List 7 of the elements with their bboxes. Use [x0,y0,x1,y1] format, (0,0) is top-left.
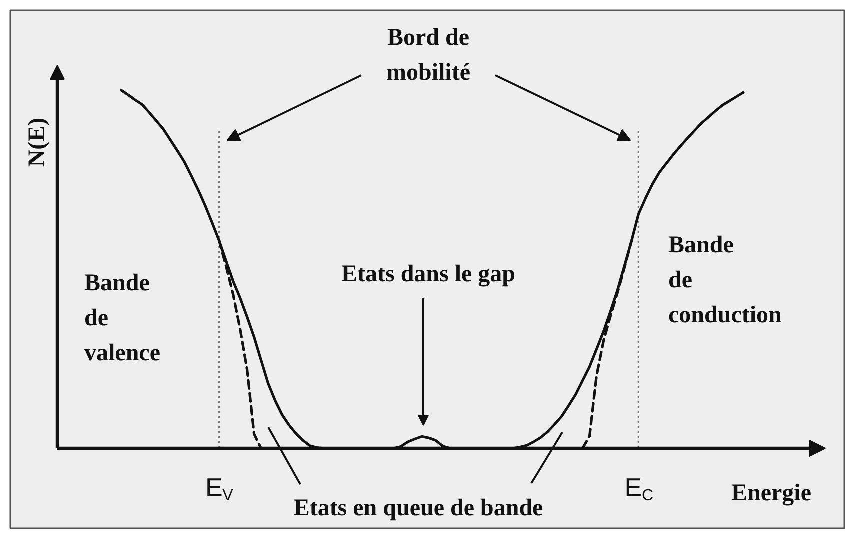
text: Bord de mobilité [386,24,471,86]
annotation: Bande de valence [84,270,161,367]
y-axis-title: N(E) [24,118,50,168]
annotation: Etats dans le gap [341,262,516,288]
annotation: Bande de conduction [668,232,782,329]
text: Etats en queue de bande [294,496,544,522]
x-axis-title: Energie [732,480,812,506]
